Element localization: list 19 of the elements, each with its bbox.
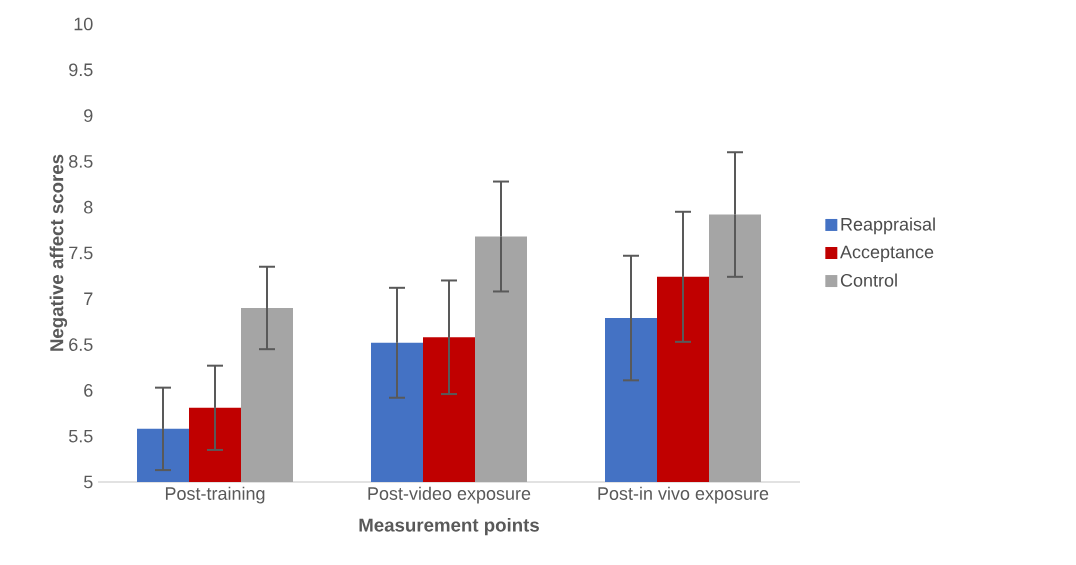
legend-label: Control (840, 273, 897, 287)
legend-label: Reappraisal (841, 217, 935, 235)
y-tick-label: 6 (84, 384, 93, 397)
y-tick-label: 7 (84, 292, 93, 305)
y-tick-label: 10 (74, 17, 93, 31)
y-tick-label: 5 (83, 475, 93, 489)
y-tick-label: 8.5 (69, 155, 93, 168)
y-tick-label: 9 (84, 109, 93, 122)
y-tick-label: 9.5 (69, 63, 93, 77)
x-tick-label: Post-in vivo exposure (598, 486, 769, 504)
y-tick-label: 8 (84, 200, 93, 214)
x-tick-label: Post-training (165, 486, 265, 504)
x-axis-title: Measurement points (359, 517, 539, 536)
y-tick-label: 6.5 (69, 338, 93, 351)
x-tick-label: Post-video exposure (368, 486, 531, 504)
legend-label: Acceptance (840, 245, 934, 262)
y-tick-label: 7.5 (69, 246, 93, 260)
y-axis-title: Negative affect scores (49, 154, 68, 351)
y-tick-label: 5.5 (68, 429, 93, 443)
